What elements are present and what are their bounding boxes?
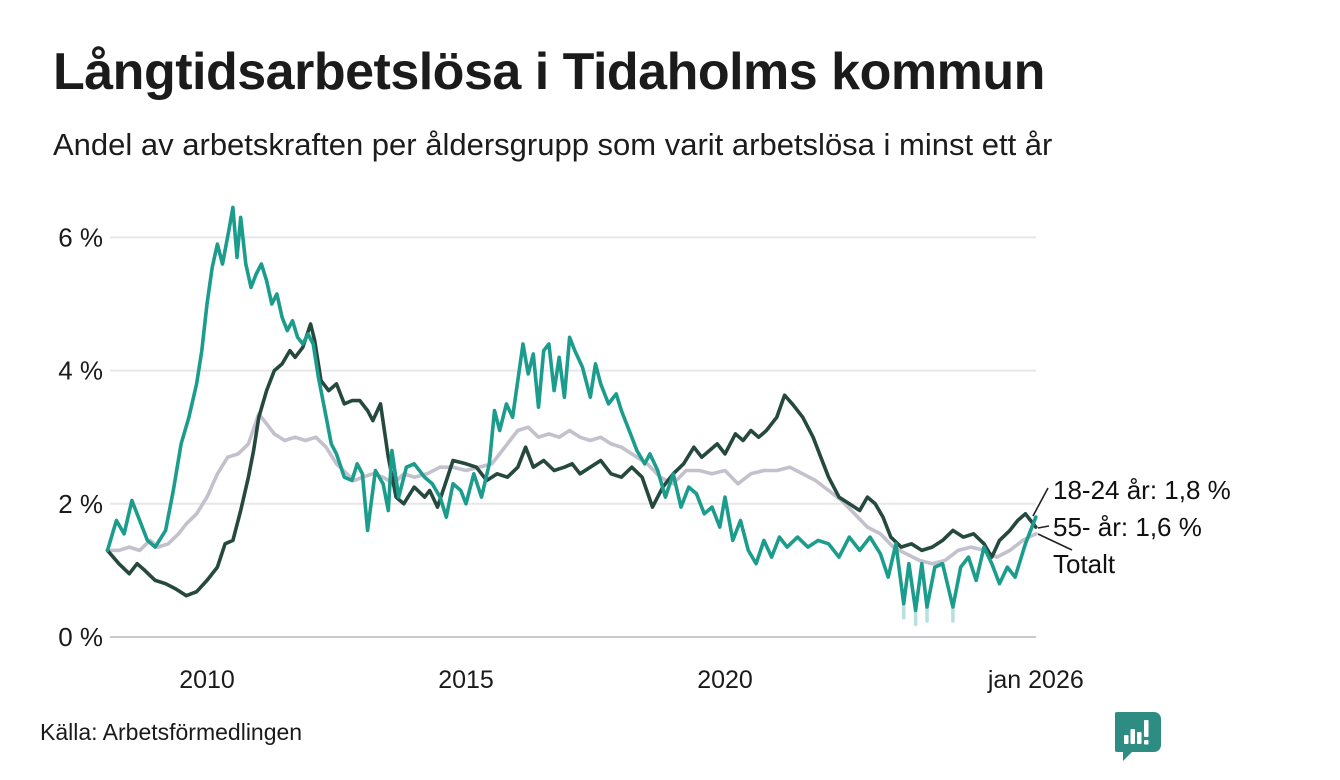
x-tick-label: jan 2026 xyxy=(987,666,1084,694)
series-line-55-år xyxy=(105,322,1038,598)
series-line-Totalt xyxy=(105,412,1038,566)
series-end-label-18-24: 18-24 år: 1,8 % xyxy=(1053,475,1231,505)
x-tick-label: 2020 xyxy=(697,666,753,694)
series-line-18-24år xyxy=(105,205,1038,613)
page-title: Långtidsarbetslösa i Tidaholms kommun xyxy=(53,43,1045,101)
y-tick-label: 6 % xyxy=(58,222,103,252)
label-leader-line xyxy=(1032,487,1049,517)
y-tick-label: 4 % xyxy=(58,356,103,386)
source-note: Källa: Arbetsförmedlingen xyxy=(40,719,303,745)
x-tick-label: 2010 xyxy=(179,666,235,694)
label-leader-line xyxy=(1037,525,1050,529)
y-tick-label: 2 % xyxy=(58,489,103,519)
y-tick-label: 0 % xyxy=(58,622,103,652)
series-end-label-55plus: 55- år: 1,6 % xyxy=(1053,512,1202,542)
series-end-label-totalt: Totalt xyxy=(1053,549,1116,579)
newsworthy-logo-icon xyxy=(1115,712,1161,761)
newsworthy-branding: Newsworthy xyxy=(1115,710,1161,762)
x-tick-label: 2015 xyxy=(438,666,494,694)
page-subtitle: Andel av arbetskraften per åldersgrupp s… xyxy=(53,127,1053,162)
label-leader-line xyxy=(1037,533,1073,551)
